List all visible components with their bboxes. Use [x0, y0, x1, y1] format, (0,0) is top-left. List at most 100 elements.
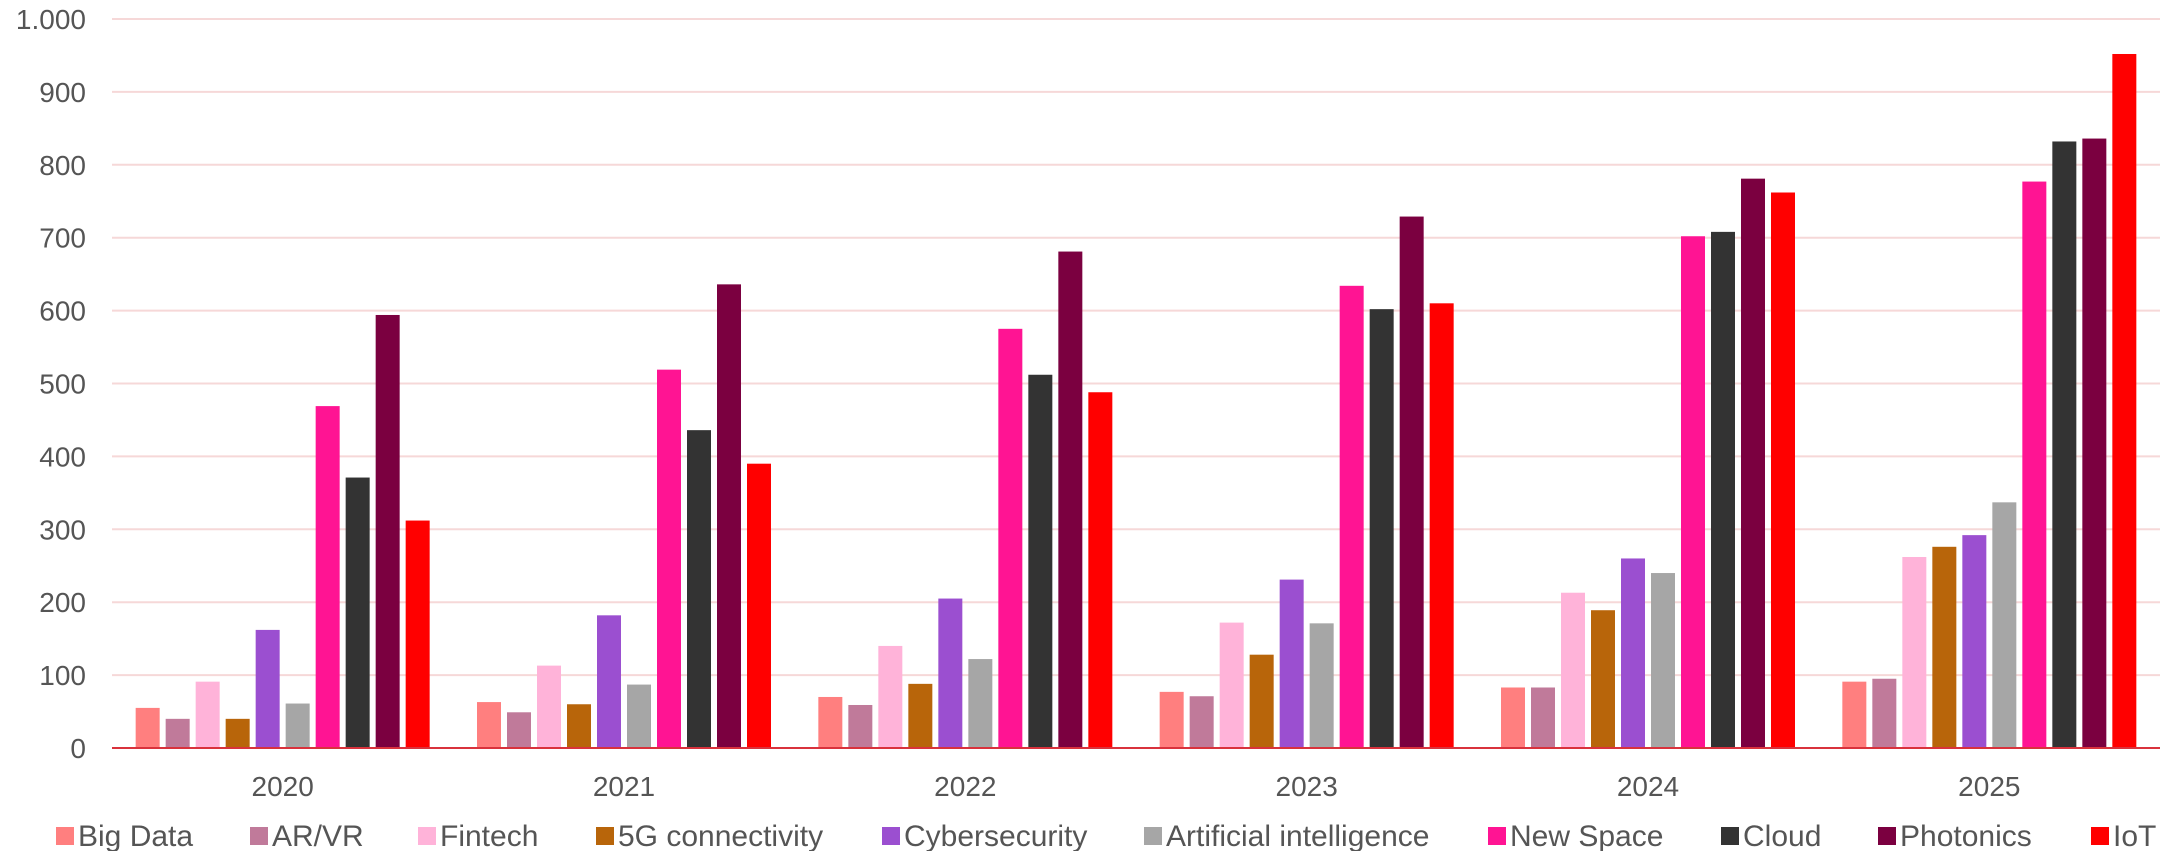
x-category-label: 2024: [1617, 771, 1679, 802]
bar-iot-2023: [1429, 303, 1454, 748]
y-tick-label: 400: [39, 441, 86, 472]
y-tick-label: 1.000: [16, 4, 86, 35]
bar-photonics-2024: [1741, 178, 1765, 748]
bar-ar-vr-2022: [848, 704, 873, 748]
bar-artificial-intelligence-2024: [1651, 573, 1675, 748]
bar-new-space-2023: [1339, 285, 1364, 748]
bar-5g-connectivity-2024: [1591, 610, 1615, 748]
bar-cloud-2023: [1369, 309, 1394, 748]
legend-label-5g-connectivity: 5G connectivity: [618, 820, 823, 851]
legend-swatch-big-data: [56, 827, 74, 845]
bar-fintech-2021: [537, 665, 561, 748]
bar-big-data-2021: [477, 702, 501, 748]
x-category-label: 2023: [1276, 771, 1338, 802]
x-category-label: 2020: [252, 771, 314, 802]
bar-iot-2024: [1771, 192, 1795, 748]
bar-big-data-2020: [135, 707, 160, 748]
bar-big-data-2022: [818, 696, 843, 748]
bar-fintech-2022: [878, 645, 903, 748]
bar-5g-connectivity-2025: [1932, 546, 1957, 748]
bar-new-space-2020: [315, 406, 340, 748]
legend-swatch-artificial-intelligence: [1144, 827, 1162, 845]
bar-iot-2025: [2112, 53, 2137, 748]
bar-iot-2021: [747, 463, 771, 748]
legend-label-cloud: Cloud: [1743, 820, 1821, 851]
bars: [135, 53, 2137, 749]
bar-iot-2022: [1088, 392, 1113, 748]
y-tick-label: 600: [39, 296, 86, 327]
legend-label-cybersecurity: Cybersecurity: [904, 820, 1087, 851]
bar-ar-vr-2020: [165, 718, 190, 748]
y-tick-label: 100: [39, 660, 86, 691]
bar-cloud-2022: [1028, 374, 1053, 748]
bar-big-data-2023: [1159, 691, 1184, 748]
y-axis-tick-labels: 0 100 200 300 400 500 600 700 800 900 1.000: [16, 4, 86, 764]
legend-swatch-5g-connectivity: [596, 827, 614, 845]
bar-photonics-2025: [2082, 138, 2107, 748]
bar-cybersecurity-2025: [1962, 535, 1987, 748]
x-axis-category-labels: 2020 2021 2022 2023 2024 2025: [252, 771, 2021, 802]
legend-swatch-fintech: [418, 827, 436, 845]
bar-photonics-2022: [1058, 251, 1083, 748]
legend-swatch-iot: [2091, 827, 2109, 845]
bar-photonics-2020: [375, 314, 400, 748]
legend-label-iot: IoT: [2113, 820, 2156, 851]
legend-swatch-cybersecurity: [882, 827, 900, 845]
y-tick-label: 900: [39, 77, 86, 108]
x-category-label: 2021: [593, 771, 655, 802]
legend-swatch-photonics: [1878, 827, 1896, 845]
bar-cybersecurity-2020: [255, 629, 280, 748]
bar-new-space-2025: [2022, 181, 2047, 748]
y-tick-label: 0: [70, 733, 86, 764]
bar-ar-vr-2024: [1531, 687, 1555, 748]
bar-new-space-2021: [657, 369, 681, 748]
x-category-label: 2025: [1958, 771, 2020, 802]
legend-label-new-space: New Space: [1510, 820, 1663, 851]
bar-cloud-2020: [345, 477, 370, 748]
legend-label-photonics: Photonics: [1900, 820, 2032, 851]
legend-label-ar-vr: AR/VR: [272, 820, 364, 851]
legend-swatch-ar-vr: [250, 827, 268, 845]
bar-iot-2020: [405, 520, 430, 748]
bar-big-data-2025: [1842, 681, 1867, 748]
y-tick-label: 700: [39, 223, 86, 254]
bar-cloud-2025: [2052, 141, 2077, 749]
bar-5g-connectivity-2020: [225, 718, 250, 748]
bar-artificial-intelligence-2020: [285, 703, 310, 748]
legend: Big Data AR/VR Fintech 5G connectivity Cyber…: [56, 820, 2156, 853]
y-tick-label: 500: [39, 369, 86, 400]
gridlines: [112, 18, 2160, 677]
legend-label-big-data: Big Data: [78, 820, 193, 851]
bar-photonics-2023: [1399, 216, 1424, 748]
bar-artificial-intelligence-2025: [1992, 502, 2017, 748]
legend-swatch-cloud: [1721, 827, 1739, 845]
bar-fintech-2023: [1219, 622, 1244, 748]
bar-artificial-intelligence-2022: [968, 659, 993, 748]
bar-cybersecurity-2024: [1621, 558, 1645, 748]
legend-swatch-new-space: [1488, 827, 1506, 845]
bar-5g-connectivity-2023: [1249, 654, 1274, 748]
y-tick-label: 300: [39, 514, 86, 545]
bar-artificial-intelligence-2023: [1309, 623, 1334, 748]
x-category-label: 2022: [934, 771, 996, 802]
y-tick-label: 200: [39, 587, 86, 618]
legend-label-artificial-intelligence: Artificial intelligence: [1166, 820, 1429, 851]
y-tick-label: 800: [39, 150, 86, 181]
bar-cybersecurity-2022: [938, 598, 963, 748]
bar-cybersecurity-2023: [1279, 579, 1304, 748]
legend-label-fintech: Fintech: [440, 820, 538, 851]
bar-new-space-2024: [1681, 236, 1705, 748]
bar-ar-vr-2021: [507, 712, 531, 748]
bar-5g-connectivity-2021: [567, 704, 591, 748]
bar-ar-vr-2023: [1189, 696, 1214, 748]
bar-ar-vr-2025: [1872, 678, 1897, 748]
bar-cybersecurity-2021: [597, 615, 621, 748]
bar-cloud-2024: [1711, 231, 1735, 749]
bar-photonics-2021: [717, 284, 741, 748]
bar-5g-connectivity-2022: [908, 683, 933, 748]
bar-fintech-2024: [1561, 592, 1585, 748]
bar-cloud-2021: [687, 430, 711, 748]
bar-artificial-intelligence-2021: [627, 684, 651, 748]
